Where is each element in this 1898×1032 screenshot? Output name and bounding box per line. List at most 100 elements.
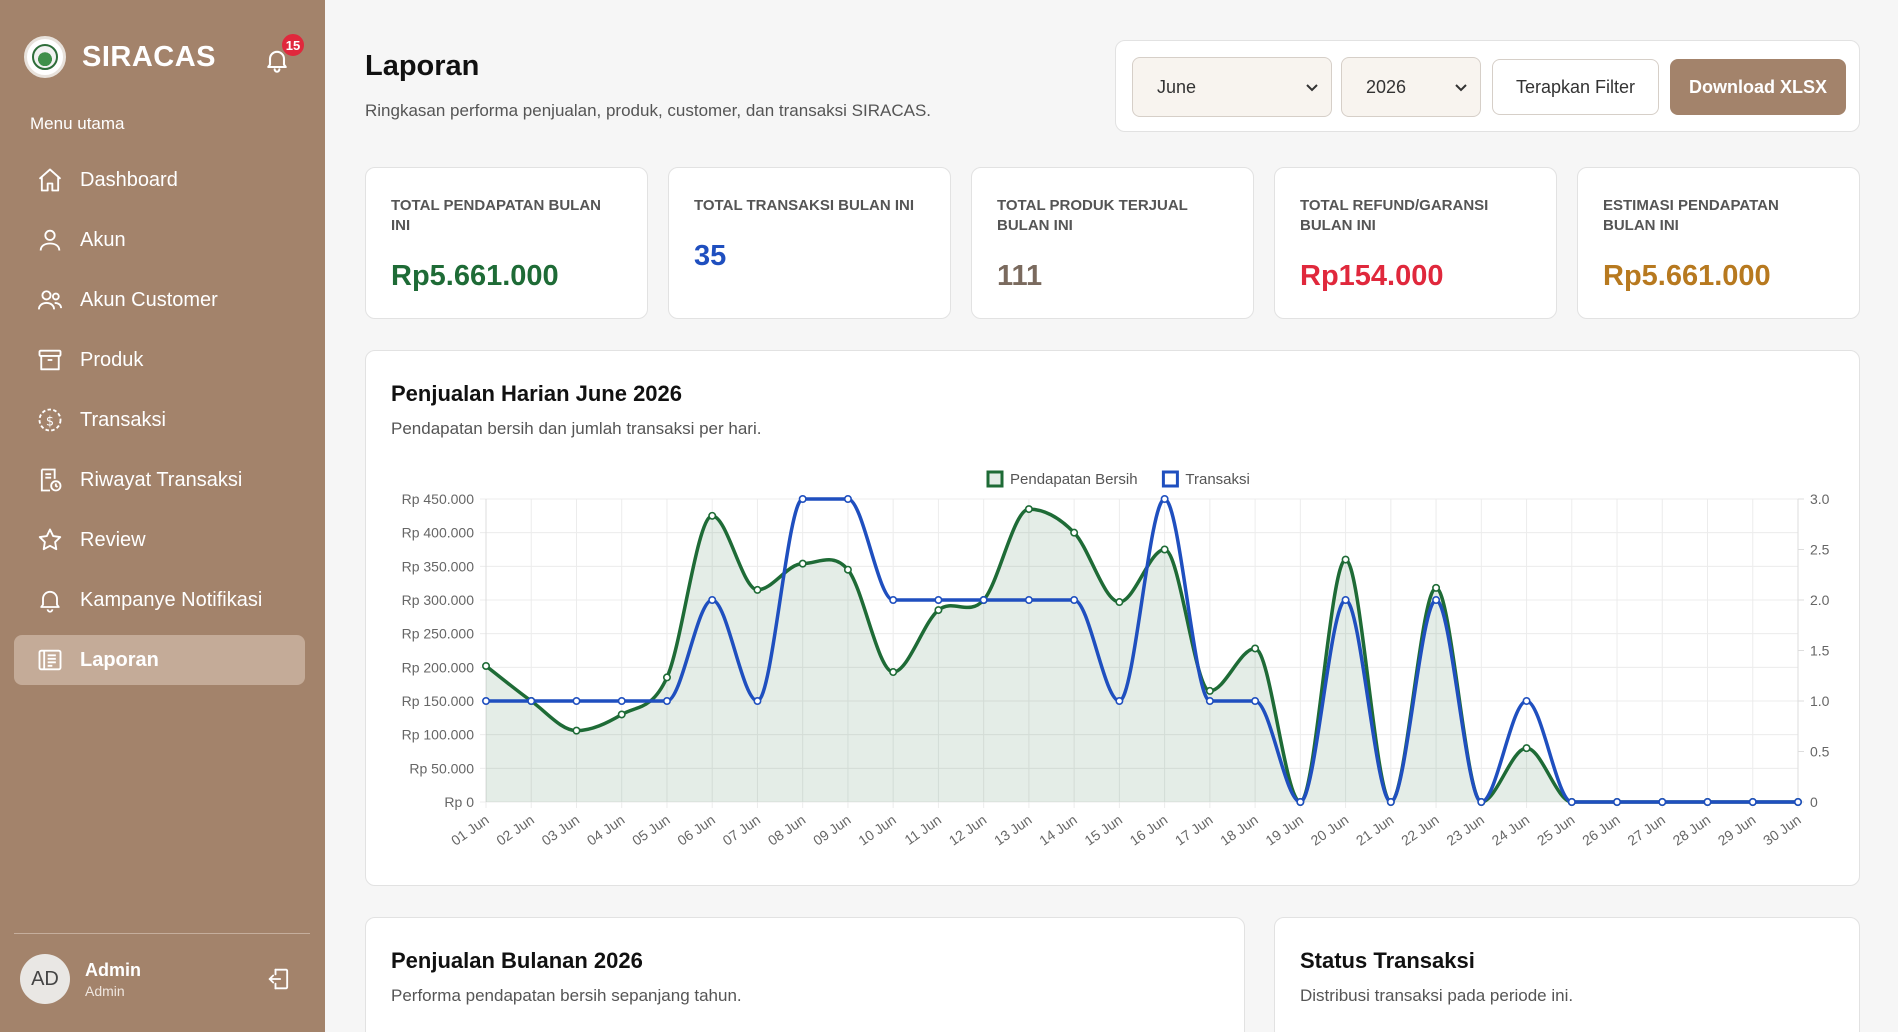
user-name: Admin [85, 959, 141, 980]
y-right-tick-label: 1.0 [1810, 693, 1830, 709]
stat-value: Rp5.661.000 [391, 260, 559, 292]
sidebar-item-kampanye-notifikasi[interactable]: Kampanye Notifikasi [14, 575, 305, 625]
x-tick-label: 29 Jun [1715, 811, 1759, 848]
page-subtitle: Ringkasan performa penjualan, produk, cu… [365, 101, 932, 120]
x-tick-label: 02 Jun [493, 811, 537, 848]
transaksi-point [1748, 797, 1757, 806]
transaksi-point [572, 696, 581, 705]
card-subtitle: Distribusi transaksi pada periode ini. [1300, 986, 1574, 1005]
pendapatan-bersih-area [486, 509, 1798, 802]
x-tick-label: 27 Jun [1624, 811, 1668, 848]
transaksi-point [1567, 797, 1576, 806]
user-icon [39, 229, 61, 251]
x-tick-label: 21 Jun [1353, 811, 1397, 848]
receipt-clock-icon [40, 468, 62, 492]
filter-bar: June 2026 Terapkan Filter Download XLSX [1115, 40, 1860, 132]
stat-label: Total Transaksi Bulan Ini [694, 197, 914, 214]
monthly-sales-card: Penjualan Bulanan 2026 Performa pendapat… [365, 917, 1245, 1032]
sidebar-item-label: Kampanye Notifikasi [80, 588, 263, 611]
logout-icon[interactable] [265, 965, 293, 993]
y-left-tick-label: Rp 0 [444, 794, 474, 810]
y-left-tick-label: Rp 200.000 [402, 659, 475, 675]
transaksi-point [1205, 696, 1214, 705]
pendapatan-bersih-legend-label: Pendapatan Bersih [1010, 471, 1138, 488]
y-left-tick-label: Rp 450.000 [402, 491, 475, 507]
notification-bell-icon[interactable] [263, 46, 291, 74]
pendapatan-bersih-point [1432, 583, 1441, 592]
pendapatan-bersih-point [1522, 744, 1531, 753]
x-tick-label: 14 Jun [1036, 811, 1080, 848]
y-left-tick-label: Rp 250.000 [402, 626, 475, 642]
month-select[interactable]: June [1132, 57, 1332, 117]
sidebar-item-laporan[interactable]: Laporan [14, 635, 305, 685]
pendapatan-bersih-point [482, 661, 491, 670]
transaksi-point [843, 495, 852, 504]
pendapatan-bersih-point [1115, 598, 1124, 607]
sidebar-item-akun-customer[interactable]: Akun Customer [14, 275, 305, 325]
x-tick-label: 07 Jun [720, 811, 764, 848]
pendapatan-bersih-point [1341, 555, 1350, 564]
transaksi-point [527, 696, 536, 705]
transaksi-point [1613, 797, 1622, 806]
sidebar-item-label: Transaksi [80, 408, 166, 431]
transaksi-point [979, 596, 988, 605]
svg-text:$: $ [46, 414, 54, 429]
download-xlsx-button[interactable]: Download XLSX [1670, 59, 1846, 115]
brand[interactable]: SIRACAS [24, 36, 216, 78]
pendapatan-bersih-point [1070, 528, 1079, 537]
card-title: Penjualan Harian June 2026 [391, 381, 683, 406]
home-icon [38, 168, 62, 192]
y-left-tick-label: Rp 300.000 [402, 592, 475, 608]
sidebar-item-label: Akun Customer [80, 288, 218, 311]
user-profile[interactable]: AD Admin Admin [20, 954, 141, 1004]
star-icon [38, 528, 62, 551]
daily-sales-chart: Rp 0 Rp 50.000 Rp 100.000 Rp 150.000 Rp 200.… [402, 470, 1830, 849]
x-tick-label: 20 Jun [1308, 811, 1352, 848]
pendapatan-bersih-point [708, 511, 717, 520]
y-right-tick-label: 3.0 [1810, 491, 1830, 507]
chevron-down-icon [1306, 84, 1318, 92]
x-tick-label: 30 Jun [1760, 811, 1804, 848]
x-tick-label: 09 Jun [810, 811, 854, 848]
stat-card-total-pendapatan: Total Pendapatan Bulan Ini Rp5.661.000 [365, 167, 648, 319]
x-tick-label: 12 Jun [946, 811, 990, 848]
stat-label: Total Refund/Garansi Bulan Ini [1300, 197, 1489, 234]
pendapatan-bersih-point [662, 673, 671, 682]
sidebar: SIRACAS 15 Menu utama Dashboard Akun Aku… [0, 0, 325, 1032]
sidebar-item-akun[interactable]: Akun [14, 215, 305, 265]
transaksi-point [1794, 797, 1803, 806]
sidebar-item-transaksi[interactable]: $ Transaksi [14, 395, 305, 445]
pendapatan-bersih-point [1160, 545, 1169, 554]
x-tick-label: 22 Jun [1398, 811, 1442, 848]
x-tick-label: 04 Jun [584, 811, 628, 848]
x-tick-label: 15 Jun [1081, 811, 1125, 848]
card-title: Penjualan Bulanan 2026 [391, 948, 643, 973]
pendapatan-bersih-legend-swatch [986, 470, 1004, 488]
transaksi-legend-label: Transaksi [1185, 471, 1249, 488]
sidebar-item-produk[interactable]: Produk [14, 335, 305, 385]
sidebar-item-label: Laporan [80, 648, 159, 671]
stat-value: 35 [694, 240, 727, 272]
year-select[interactable]: 2026 [1341, 57, 1481, 117]
pendapatan-bersih-point [753, 585, 762, 594]
transaksi-point [1703, 797, 1712, 806]
stat-label: Total Produk Terjual Bulan Ini [997, 197, 1188, 234]
apply-filter-button[interactable]: Terapkan Filter [1492, 59, 1659, 115]
x-tick-label: 03 Jun [539, 811, 583, 848]
sidebar-item-review[interactable]: Review [14, 515, 305, 565]
sidebar-item-label: Produk [80, 348, 144, 371]
page-title: Laporan [365, 50, 480, 82]
sidebar-item-dashboard[interactable]: Dashboard [14, 155, 305, 205]
transaksi-point [1115, 696, 1124, 705]
x-tick-label: 16 Jun [1127, 811, 1171, 848]
dollar-circle-icon: $ [38, 408, 62, 432]
y-left-tick-label: Rp 100.000 [402, 727, 475, 743]
pendapatan-bersih-point [572, 726, 581, 735]
stat-label: Estimasi Pendapatan Bulan Ini [1603, 197, 1779, 234]
x-tick-label: 25 Jun [1534, 811, 1578, 848]
month-select-value: June [1157, 76, 1197, 97]
stat-card-estimasi-pendapatan: Estimasi Pendapatan Bulan Ini Rp5.661.00… [1577, 167, 1860, 319]
sidebar-item-label: Dashboard [80, 168, 178, 191]
sidebar-item-riwayat-transaksi[interactable]: Riwayat Transaksi [14, 455, 305, 505]
x-tick-label: 06 Jun [674, 811, 718, 848]
